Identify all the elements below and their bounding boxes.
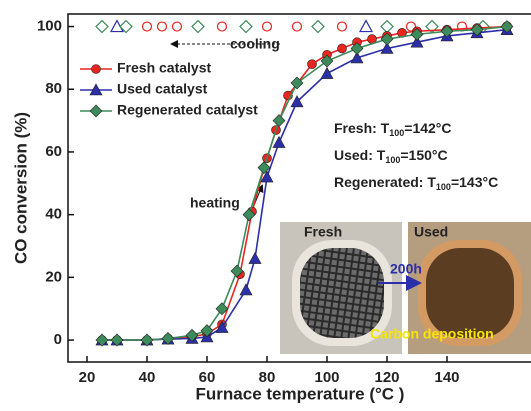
y-tick-label: 0	[54, 331, 62, 348]
point	[240, 284, 252, 295]
t100-suffix: =150°C	[400, 147, 447, 163]
t100-label: Fresh: T100=142°C	[334, 120, 452, 139]
point	[173, 22, 182, 31]
t100-label: Used: T100=150°C	[334, 147, 448, 166]
photo-mesh	[426, 248, 514, 338]
y-tick-label: 80	[45, 80, 62, 97]
point	[321, 68, 333, 79]
point	[143, 22, 152, 31]
point	[192, 21, 204, 33]
t100-suffix: =142°C	[404, 120, 451, 136]
x-tick-label: 100	[314, 369, 339, 386]
cooling-label: cooling	[230, 36, 280, 52]
point	[158, 22, 167, 31]
point	[96, 21, 108, 33]
point	[120, 21, 132, 33]
point	[186, 329, 198, 341]
y-tick-label: 100	[37, 18, 62, 35]
t100-prefix: Fresh: T	[334, 120, 390, 136]
photo-label: Used	[414, 224, 448, 240]
deposit-label: Carbon deposition	[370, 326, 494, 342]
heating-label: heating	[190, 195, 240, 211]
point	[338, 44, 347, 53]
legend-label: Fresh catalyst	[117, 60, 211, 76]
y-tick-label: 60	[45, 143, 62, 160]
t100-prefix: Regenerated: T	[334, 174, 436, 190]
x-tick-label: 20	[79, 369, 96, 386]
chart: Fresh Used 200h Carbon deposition Furnac…	[0, 0, 531, 406]
x-axis-label: Furnace temperature (°C )	[196, 384, 405, 403]
legend-label: Regenerated catalyst	[117, 102, 258, 118]
legend-label: Used catalyst	[117, 81, 208, 97]
y-tick-label: 20	[45, 268, 62, 285]
arrow-label: 200h	[390, 261, 422, 277]
point	[381, 21, 393, 33]
photos: Fresh Used 200h Carbon deposition	[280, 222, 531, 354]
point	[338, 22, 347, 31]
point	[273, 137, 285, 148]
x-tick-label: 80	[259, 369, 276, 386]
point	[308, 60, 317, 69]
point	[360, 21, 372, 32]
t100-suffix: =143°C	[451, 174, 498, 190]
t100-sub: 100	[389, 128, 404, 138]
photo-label: Fresh	[304, 224, 342, 240]
t100-prefix: Used: T	[334, 147, 386, 163]
point	[249, 253, 261, 264]
t100-sub: 100	[436, 182, 451, 192]
point	[293, 22, 302, 31]
y-tick-label: 40	[45, 206, 62, 223]
y-axis-label: CO conversion (%)	[11, 112, 30, 264]
x-tick-label: 40	[139, 369, 156, 386]
point	[218, 22, 227, 31]
t100-label: Regenerated: T100=143°C	[334, 174, 498, 193]
point	[90, 105, 102, 117]
t100-sub: 100	[385, 155, 400, 165]
x-tick-label: 120	[374, 369, 399, 386]
point	[273, 115, 285, 127]
point	[92, 65, 101, 74]
x-tick-label: 140	[434, 369, 459, 386]
point	[263, 22, 272, 31]
point	[312, 21, 324, 33]
point	[240, 21, 252, 33]
photo-mesh	[300, 248, 384, 338]
x-tick-label: 60	[199, 369, 216, 386]
